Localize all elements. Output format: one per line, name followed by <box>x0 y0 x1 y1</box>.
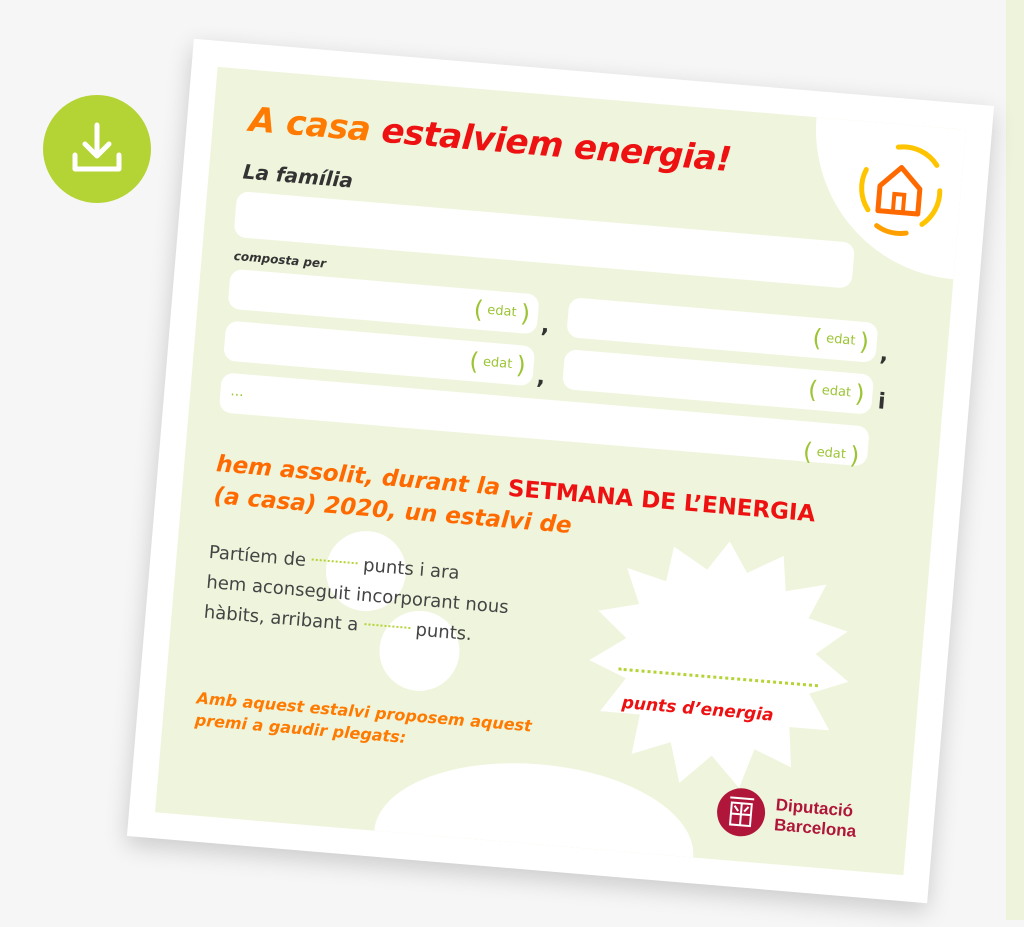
background-strip <box>1006 0 1024 920</box>
title-part-1: A casa <box>247 99 372 150</box>
age-label: edat <box>482 354 513 373</box>
and-word: i <box>876 389 887 415</box>
comma: , <box>540 312 551 339</box>
age-slot[interactable]: ( edat ) <box>472 295 532 328</box>
seal-icon <box>715 786 767 839</box>
points-starburst <box>589 541 849 789</box>
start-points-input[interactable] <box>311 558 358 565</box>
para-text: punts i ara <box>362 554 461 584</box>
age-slot[interactable]: ( edat ) <box>801 437 861 470</box>
age-slot[interactable]: ( edat ) <box>811 323 871 357</box>
certificate-panel: A casa estalviem energia! La família com… <box>155 66 966 876</box>
family-label: La família <box>241 159 354 193</box>
age-slot[interactable]: ( edat ) <box>468 347 527 380</box>
age-label: edat <box>815 444 847 463</box>
diputacio-logo: Diputació Barcelona <box>715 786 859 846</box>
comma: , <box>535 364 547 391</box>
para-text: Partíem de <box>208 541 307 571</box>
age-label: edat <box>486 302 518 321</box>
energy-house-icon <box>859 144 943 236</box>
composed-label: composta per <box>233 248 327 271</box>
points-paragraph: Partíem de punts i ara hem aconseguit in… <box>203 538 513 653</box>
age-slot[interactable]: ( edat ) <box>807 375 866 409</box>
download-button[interactable] <box>43 95 151 203</box>
family-name-field[interactable] <box>233 190 856 289</box>
prize-text: Amb aquest estalvi proposem aquest premi… <box>194 687 533 759</box>
para-text: punts. <box>414 619 473 646</box>
age-label: edat <box>821 383 852 401</box>
download-icon <box>72 122 122 172</box>
ellipsis: ... <box>229 383 245 401</box>
end-points-input[interactable] <box>364 623 411 629</box>
para-text: hàbits, arribant a <box>203 601 360 636</box>
comma: , <box>878 341 890 367</box>
title-part-2: estalviem energia! <box>379 110 733 181</box>
age-label: edat <box>825 331 857 349</box>
certificate-card: A casa estalviem energia! La família com… <box>126 38 995 904</box>
